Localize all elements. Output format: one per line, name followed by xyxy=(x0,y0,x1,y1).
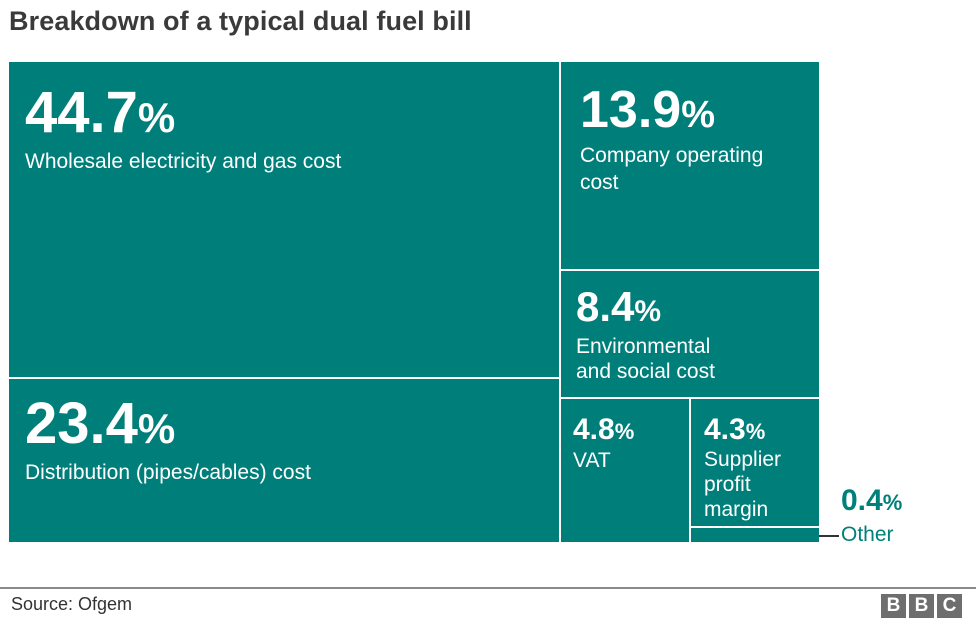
tile-value: 4.8% xyxy=(573,413,635,446)
source-note: Source: Ofgem xyxy=(11,594,133,614)
chart-title: Breakdown of a typical dual fuel bill xyxy=(9,6,472,36)
logo-letter: C xyxy=(937,594,962,618)
tile-label: VAT xyxy=(573,449,611,472)
other-leader-line xyxy=(819,535,839,537)
tile-supplier-profit: 4.3% Supplier profit margin xyxy=(691,399,819,526)
bbc-logo: B B C xyxy=(881,594,962,618)
logo-letter: B xyxy=(881,594,906,618)
tile-label: Distribution (pipes/cables) cost xyxy=(25,461,311,484)
tile-other xyxy=(691,528,819,542)
tile-operating: 13.9% Company operating cost xyxy=(561,62,819,269)
footer-divider xyxy=(0,587,976,589)
tile-label: Company operating cost xyxy=(580,144,764,194)
tile-wholesale: 44.7% Wholesale electricity and gas cost xyxy=(9,62,559,377)
tile-value: 8.4% xyxy=(576,283,662,330)
tile-label: Wholesale electricity and gas cost xyxy=(25,150,342,173)
treemap-chart: 44.7% Wholesale electricity and gas cost… xyxy=(9,62,819,542)
tile-distribution: 23.4% Distribution (pipes/cables) cost xyxy=(9,379,559,542)
other-label: Other xyxy=(841,523,894,546)
other-value: 0.4% xyxy=(841,484,903,517)
tile-value: 44.7% xyxy=(25,80,176,145)
logo-letter: B xyxy=(909,594,934,618)
tile-value: 4.3% xyxy=(704,413,766,446)
tile-environmental: 8.4% Environmental and social cost xyxy=(561,271,819,397)
tile-vat: 4.8% VAT xyxy=(561,399,689,542)
tile-value: 13.9% xyxy=(580,81,716,139)
tile-value: 23.4% xyxy=(25,391,176,456)
tile-label: Environmental and social cost xyxy=(576,335,715,383)
tile-label: Supplier profit margin xyxy=(704,448,782,521)
